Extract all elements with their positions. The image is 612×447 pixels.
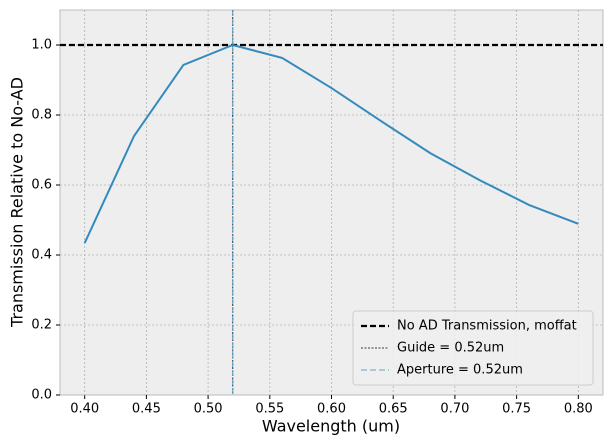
x-tick-label: 0.40 (70, 402, 99, 417)
y-tick-label: 0.2 (31, 318, 52, 333)
y-tick-label: 0.4 (31, 248, 52, 263)
x-tick-label: 0.45 (132, 402, 161, 417)
x-tick-label: 0.75 (502, 402, 531, 417)
legend-label: Guide = 0.52um (397, 341, 504, 356)
x-tick-label: 0.55 (255, 402, 284, 417)
x-tick-label: 0.60 (317, 402, 346, 417)
x-axis-label: Wavelength (um) (262, 417, 400, 436)
y-axis-label: Transmission Relative to No-AD (8, 77, 27, 328)
x-tick-label: 0.70 (440, 402, 469, 417)
y-tick-label: 0.0 (31, 388, 52, 403)
y-tick-label: 0.6 (31, 178, 52, 193)
legend-label: No AD Transmission, moffat (397, 319, 577, 334)
x-tick-label: 0.65 (379, 402, 408, 417)
x-tick-label: 0.50 (194, 402, 223, 417)
legend-box (352, 310, 594, 386)
y-tick-label: 1.0 (31, 38, 52, 53)
x-tick-label: 0.80 (564, 402, 593, 417)
y-tick-label: 0.8 (31, 108, 52, 123)
legend-label: Aperture = 0.52um (397, 363, 523, 378)
data-line (83, 43, 579, 244)
